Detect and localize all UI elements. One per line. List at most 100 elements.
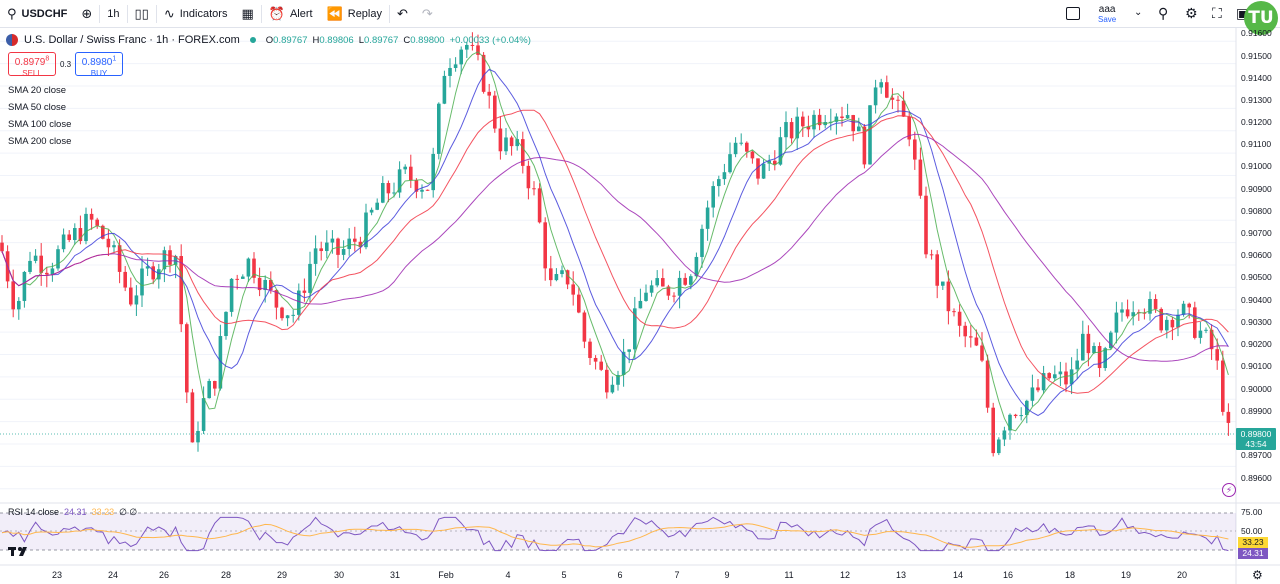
candle [442, 70, 447, 105]
candle [851, 114, 855, 142]
candle [78, 215, 83, 245]
rsi-ma-line [1, 523, 1229, 548]
candle [151, 261, 155, 285]
search-icon: ⚲ [7, 6, 17, 21]
settings-gear-icon[interactable]: ⚙ [1252, 568, 1263, 582]
time-tick: 26 [158, 570, 170, 580]
candle [963, 321, 967, 348]
candle [330, 230, 335, 254]
time-tick: 7 [674, 570, 680, 580]
lightning-icon[interactable]: ⚡ [1222, 483, 1236, 497]
candle-body [207, 381, 211, 399]
candle [313, 235, 318, 276]
time-axis[interactable]: 23 24 26 28 29 30 31 Feb 4 5 6 7 9 11 12… [0, 565, 1236, 584]
chart-type-button[interactable]: ▯▯ [128, 0, 156, 28]
candle [369, 207, 374, 216]
candle-body [952, 311, 956, 313]
compare-button[interactable]: ⊕ [74, 0, 99, 28]
candle [560, 265, 564, 278]
candle [246, 257, 251, 282]
candle [784, 111, 788, 150]
candle [1120, 302, 1124, 322]
rsi-level-tick: 75.00 [1241, 507, 1263, 517]
indicator-sma20[interactable]: SMA 20 close [8, 85, 67, 96]
candle [980, 332, 984, 363]
indicator-sma200[interactable]: SMA 200 close [8, 136, 72, 147]
layout-toggle-button[interactable] [1066, 7, 1080, 20]
candle [1204, 327, 1208, 334]
candle-body [190, 392, 195, 443]
tradingview-logo[interactable]: TU [1244, 1, 1278, 35]
candle-body [101, 225, 105, 239]
candle [705, 200, 710, 241]
candle [1109, 330, 1113, 350]
candle-body [442, 75, 447, 104]
symbol-search[interactable]: ⚲ USDCHF [0, 0, 74, 28]
layout-name-button[interactable]: aaa Save [1098, 5, 1116, 25]
candle [1187, 302, 1191, 319]
candle [638, 288, 643, 309]
candle [185, 322, 189, 404]
candle-body [532, 188, 536, 190]
chevron-down-icon[interactable]: ⌄ [1134, 7, 1143, 18]
candle-body [504, 137, 508, 152]
indicator-sma100[interactable]: SMA 100 close [8, 119, 72, 130]
candle [17, 297, 21, 320]
candle [459, 46, 463, 75]
candle [907, 112, 911, 147]
candle-body [201, 398, 206, 431]
candle [683, 273, 687, 286]
candle-body [745, 142, 749, 152]
candle [280, 306, 284, 321]
candle-body [733, 142, 738, 155]
candle [694, 252, 699, 278]
rsi-legend[interactable]: RSI 14 close 24.31 33.23 ∅ ∅ [8, 507, 137, 518]
fullscreen-icon[interactable]: ⛶ [1212, 5, 1222, 21]
redo-button[interactable]: ↷ [415, 0, 440, 28]
candle [946, 270, 951, 325]
interval-button[interactable]: 1h [100, 0, 126, 28]
candle-body [28, 260, 32, 272]
candle-body [185, 324, 189, 393]
candle-body [638, 300, 643, 309]
candle [829, 108, 833, 131]
candle [728, 142, 732, 174]
candle-body [543, 222, 547, 269]
candle [470, 32, 475, 51]
indicator-sma50[interactable]: SMA 50 close [8, 102, 67, 113]
quick-search-icon[interactable]: ⚲ [1158, 5, 1169, 21]
candle [1019, 407, 1023, 421]
candle-body [1125, 309, 1130, 317]
candle [224, 311, 228, 340]
candle [1226, 403, 1231, 436]
candle-body [134, 295, 139, 305]
candle [733, 137, 738, 158]
candle [364, 203, 368, 250]
candle-body [409, 166, 413, 181]
gear-icon[interactable]: ⚙ [1185, 5, 1198, 21]
candle [375, 198, 379, 211]
candle [913, 131, 917, 170]
candle-body [1187, 303, 1191, 308]
chart-legend[interactable]: U.S. Dollar / Swiss Franc · 1h · FOREX.c… [6, 34, 531, 46]
replay-button[interactable]: ⏪ Replay [320, 0, 389, 28]
candle [969, 325, 973, 348]
sell-button[interactable]: 0.89798 SELL [8, 52, 56, 78]
candle-body [616, 374, 620, 385]
candle-body [11, 281, 15, 310]
candle [358, 236, 363, 254]
undo-button[interactable]: ↶ [390, 0, 415, 28]
price-tick: 0.89700 [1241, 450, 1272, 460]
buy-button[interactable]: 0.89801 BUY [75, 52, 123, 78]
candle-body [476, 45, 480, 55]
candle [840, 106, 844, 127]
alert-button[interactable]: ⏰ Alert [262, 0, 320, 28]
candle-body [918, 159, 923, 196]
rsi-lines [1, 516, 1229, 552]
candle-body [1013, 414, 1018, 417]
indicators-button[interactable]: ∿ Indicators [157, 0, 235, 28]
candle-body [235, 278, 239, 280]
templates-button[interactable]: ▦ [234, 0, 260, 28]
